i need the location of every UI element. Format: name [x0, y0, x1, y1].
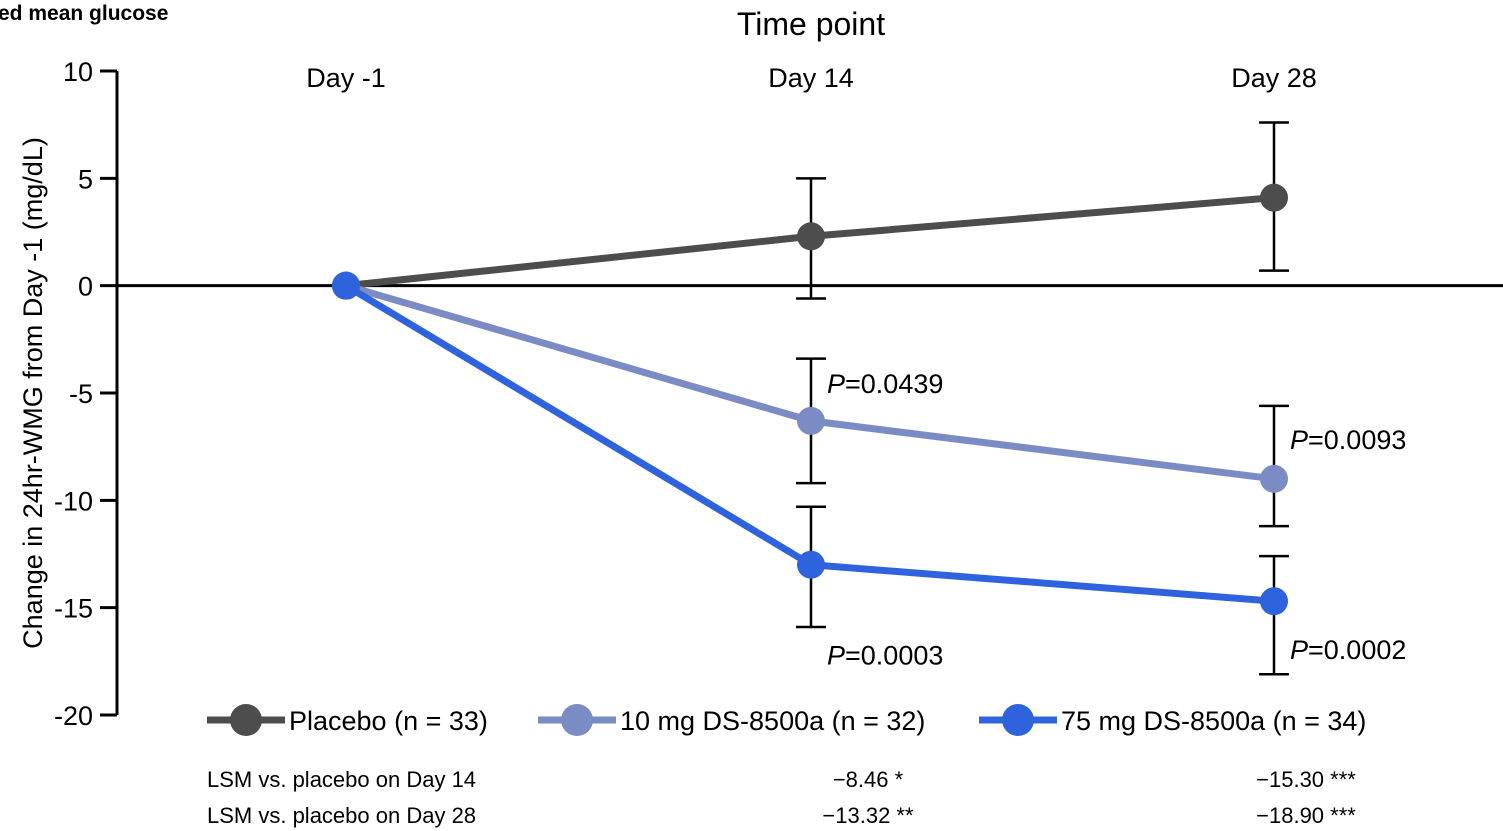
data-point	[797, 406, 825, 435]
legend-swatch-marker	[561, 704, 593, 736]
lsm-value: −8.46 *	[833, 767, 904, 792]
axes: 10 5 0 -5 -10 -15 -20 Day -1 Day 14 Day 28	[54, 57, 1503, 731]
y-tick-label: 5	[78, 164, 93, 194]
legend: Placebo (n = 33) 10 mg DS-8500a (n = 32) 7…	[207, 704, 1366, 736]
data-point	[1260, 587, 1288, 616]
legend-label: Placebo (n = 33)	[289, 706, 488, 736]
lsm-table: LSM vs. placebo on Day 14 −8.46 * −15.30 *…	[207, 767, 1356, 828]
data-point	[1260, 183, 1288, 212]
y-tick-label: -15	[54, 594, 93, 624]
lsm-value: −13.32 **	[822, 803, 914, 828]
data-point	[797, 222, 825, 251]
series-2	[344, 282, 1289, 676]
series-1	[345, 282, 1289, 528]
series-0	[345, 121, 1289, 300]
y-tick-label: -20	[54, 701, 93, 731]
x-axis-title: Time point	[737, 6, 885, 42]
data-point	[797, 550, 825, 579]
data-point	[1260, 464, 1288, 493]
p-value-annotation: P=0.0439	[827, 369, 943, 399]
legend-label: 10 mg DS-8500a (n = 32)	[620, 706, 925, 736]
lsm-value: −18.90 ***	[1256, 803, 1356, 828]
p-value-annotation: P=0.0003	[827, 641, 943, 671]
lsm-value: −15.30 ***	[1256, 767, 1356, 792]
lsm-row-label: LSM vs. placebo on Day 28	[207, 803, 476, 828]
chart-title-fragment: ed mean glucose	[0, 2, 168, 25]
y-tick-label: 10	[63, 57, 93, 87]
x-category-label: Day -1	[306, 63, 386, 93]
y-tick-label: -5	[69, 379, 93, 409]
y-tick-label: 0	[78, 272, 93, 302]
lsm-row-label: LSM vs. placebo on Day 14	[207, 767, 476, 792]
p-value-annotation: P=0.0093	[1290, 425, 1406, 455]
legend-swatch-marker	[230, 704, 262, 736]
series-layer	[332, 121, 1289, 676]
y-axis-title: Change in 24hr-WMG from Day -1 (mg/dL)	[18, 137, 48, 649]
y-tick-label: -10	[54, 486, 93, 516]
p-value-annotation: P=0.0002	[1290, 635, 1406, 665]
data-point	[332, 271, 360, 300]
annotations-layer: P=0.0439 P=0.0093 P=0.0003 P=0.0002	[827, 369, 1406, 671]
legend-swatch-marker	[1002, 704, 1034, 736]
legend-label: 75 mg DS-8500a (n = 34)	[1061, 706, 1366, 736]
x-category-label: Day 14	[768, 63, 854, 93]
x-category-label: Day 28	[1231, 63, 1317, 93]
